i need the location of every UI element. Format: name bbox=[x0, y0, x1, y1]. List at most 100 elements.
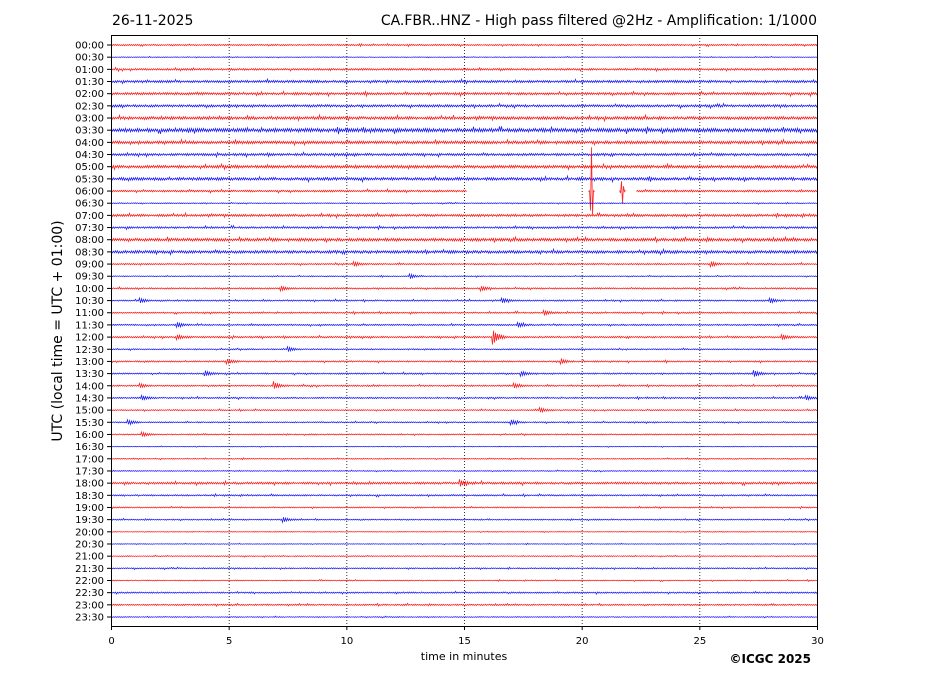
chart-title: CA.FBR..HNZ - High pass filtered @2Hz - … bbox=[381, 13, 817, 29]
y-tick-label: 14:00 bbox=[75, 381, 104, 392]
trace-1630 bbox=[111, 445, 818, 448]
y-tick-label: 18:30 bbox=[75, 491, 104, 502]
trace-1800 bbox=[111, 479, 818, 487]
trace-1330 bbox=[111, 370, 818, 378]
y-tick-label: 21:00 bbox=[75, 552, 104, 563]
y-tick-label: 11:30 bbox=[75, 320, 104, 331]
x-ticks: 0 5 10 15 20 25 30 bbox=[108, 626, 824, 647]
x-tick-label: 15 bbox=[458, 636, 471, 647]
trace-1530 bbox=[111, 418, 818, 427]
copyright: ©ICGC 2025 bbox=[729, 652, 811, 666]
y-tick-label: 02:30 bbox=[75, 101, 104, 112]
trace-1400 bbox=[111, 381, 818, 389]
y-tick-label: 05:30 bbox=[75, 174, 104, 185]
trace-0700 bbox=[111, 211, 818, 220]
trace-0600 bbox=[619, 181, 626, 204]
x-axis-label: time in minutes bbox=[421, 650, 508, 663]
x-tick-label: 10 bbox=[340, 636, 353, 647]
trace-2130 bbox=[111, 566, 818, 571]
trace-0800 bbox=[111, 235, 818, 244]
y-tick-label: 12:30 bbox=[75, 345, 104, 356]
y-tick-label: 16:30 bbox=[75, 442, 104, 453]
trace-0630 bbox=[111, 201, 818, 205]
y-tick-label: 00:30 bbox=[75, 53, 104, 64]
trace-2230 bbox=[111, 590, 818, 595]
trace-1130 bbox=[111, 321, 818, 329]
y-tick-label: 09:00 bbox=[75, 260, 104, 271]
y-tick-label: 18:00 bbox=[75, 479, 104, 490]
y-tick-label: 17:30 bbox=[75, 466, 104, 477]
x-tick-label: 20 bbox=[576, 636, 589, 647]
y-tick-label: 03:00 bbox=[75, 114, 104, 125]
trace-1830 bbox=[111, 492, 818, 498]
trace-0000 bbox=[111, 42, 818, 48]
trace-0600 bbox=[111, 187, 467, 194]
y-tick-label: 10:00 bbox=[75, 284, 104, 295]
trace-2200 bbox=[111, 578, 818, 583]
trace-0200 bbox=[111, 89, 818, 98]
trace-0530 bbox=[111, 174, 818, 184]
y-tick-label: 11:00 bbox=[75, 308, 104, 319]
y-tick-label: 01:00 bbox=[75, 65, 104, 76]
trace-0900 bbox=[111, 260, 818, 269]
trace-0430 bbox=[111, 151, 818, 159]
trace-1930 bbox=[111, 516, 818, 524]
y-tick-label: 02:00 bbox=[75, 89, 104, 100]
y-tick-label: 21:30 bbox=[75, 564, 104, 575]
trace-1100 bbox=[111, 308, 818, 316]
trace-0330 bbox=[111, 126, 818, 135]
y-tick-label: 04:00 bbox=[75, 138, 104, 149]
date-label: 26-11-2025 bbox=[112, 13, 193, 29]
trace-1730 bbox=[111, 469, 818, 473]
y-tick-label: 13:00 bbox=[75, 357, 104, 368]
y-tick-label: 01:30 bbox=[75, 77, 104, 88]
y-tick-label: 13:30 bbox=[75, 369, 104, 380]
y-tick-label: 14:30 bbox=[75, 393, 104, 404]
plot-frame bbox=[111, 35, 818, 627]
y-tick-label: 06:30 bbox=[75, 199, 104, 210]
x-tick-label: 5 bbox=[226, 636, 232, 647]
trace-0100 bbox=[111, 66, 818, 73]
trace-0730 bbox=[111, 224, 818, 231]
y-tick-label: 19:30 bbox=[75, 515, 104, 526]
trace-1600 bbox=[111, 430, 818, 438]
trace-0230 bbox=[111, 102, 818, 110]
trace-2000 bbox=[111, 530, 818, 534]
trace-0130 bbox=[111, 77, 818, 86]
trace-2330 bbox=[111, 615, 818, 619]
y-tick-label: 05:00 bbox=[75, 162, 104, 173]
trace-2300 bbox=[111, 602, 818, 608]
y-tick-label: 20:30 bbox=[75, 539, 104, 550]
y-tick-label: 23:00 bbox=[75, 600, 104, 611]
grid-lines bbox=[228, 35, 701, 626]
y-tick-label: 22:00 bbox=[75, 576, 104, 587]
y-tick-label: 15:30 bbox=[75, 418, 104, 429]
trace-0300 bbox=[111, 113, 818, 123]
y-tick-label: 12:00 bbox=[75, 333, 104, 344]
trace-0400 bbox=[111, 138, 818, 147]
trace-0830 bbox=[111, 247, 818, 257]
y-tick-label: 00:00 bbox=[75, 41, 104, 52]
traces bbox=[111, 42, 818, 619]
x-tick-label: 0 bbox=[108, 636, 114, 647]
x-tick-label: 30 bbox=[811, 636, 824, 647]
y-tick-label: 17:00 bbox=[75, 454, 104, 465]
y-tick-label: 06:00 bbox=[75, 187, 104, 198]
trace-0030 bbox=[111, 55, 818, 59]
x-tick-label: 25 bbox=[693, 636, 706, 647]
trace-1500 bbox=[111, 406, 818, 414]
trace-0930 bbox=[111, 272, 818, 280]
trace-1200 bbox=[111, 330, 818, 345]
trace-0600 bbox=[588, 147, 595, 215]
y-tick-label: 20:00 bbox=[75, 527, 104, 538]
y-tick-label: 19:00 bbox=[75, 503, 104, 514]
y-tick-label: 04:30 bbox=[75, 150, 104, 161]
trace-1230 bbox=[111, 345, 818, 353]
y-tick-label: 23:30 bbox=[75, 613, 104, 624]
y-tick-label: 07:30 bbox=[75, 223, 104, 234]
y-tick-label: 15:00 bbox=[75, 406, 104, 417]
trace-0600 bbox=[636, 188, 818, 193]
